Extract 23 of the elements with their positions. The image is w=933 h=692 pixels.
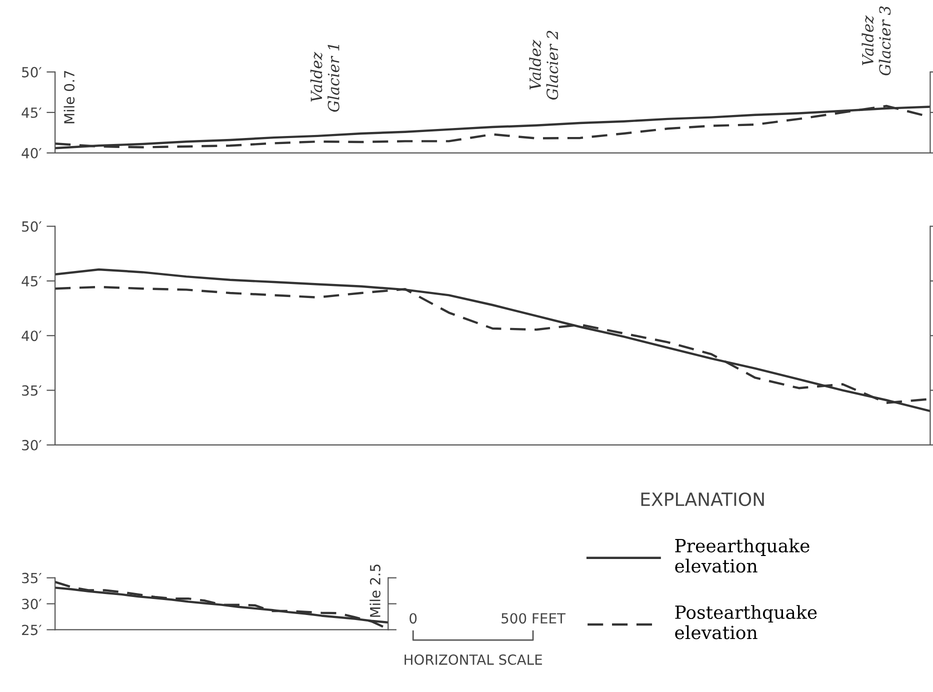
text: 0 [410, 613, 417, 624]
annotation: Valdez Glacier 2 [529, 30, 558, 100]
annotation: Valdez Glacier 1 [310, 44, 340, 112]
annotation: Mile 0.7 [64, 71, 75, 124]
y-tick-label: 30′ [22, 598, 42, 610]
y-tick-label: 35′ [22, 572, 42, 584]
y-tick-label: 40′ [22, 148, 42, 158]
annotation: Valdez Glacier 3 [862, 6, 891, 76]
y-tick-label: 45′ [22, 108, 42, 118]
y-tick-label: 50′ [22, 66, 42, 78]
legend-title: EXPLANATION [641, 492, 764, 506]
legend-label: Postearthquake elevation [675, 605, 817, 640]
line-series [55, 268, 930, 412]
text: 500 FEET [502, 613, 566, 624]
text: HORIZONTAL SCALE [404, 654, 542, 665]
y-tick-label: 45′ [22, 276, 42, 286]
y-tick-label: 30′ [22, 440, 42, 450]
y-tick-label: 25′ [22, 624, 42, 636]
y-tick-label: 35′ [22, 385, 42, 396]
y-tick-label: 40′ [22, 330, 42, 342]
legend-label: Preearthquake elevation [675, 538, 810, 573]
y-tick-label: 50′ [22, 221, 42, 232]
annotation: Mile 2.5 [370, 564, 380, 617]
